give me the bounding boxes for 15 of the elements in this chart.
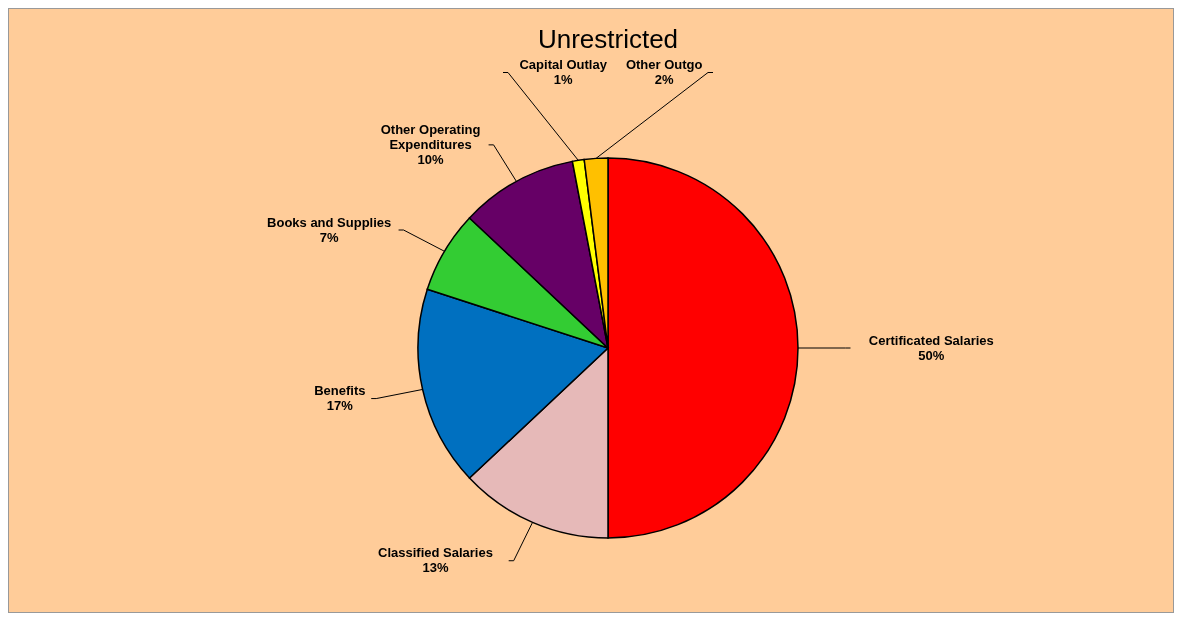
slice-label: Capital Outlay — [519, 57, 608, 72]
slice-label: Books and Supplies — [267, 214, 392, 230]
data-label: 10% — [417, 151, 445, 167]
chart-title: Unrestricted — [537, 24, 679, 54]
slice-label: Other Operating Expenditures — [380, 121, 481, 152]
slice-label: Other Outgo — [625, 57, 703, 72]
slice-label: Benefits — [314, 383, 366, 399]
data-label: 7% — [319, 229, 340, 245]
data-label: 50% — [918, 347, 945, 363]
data-label: 1% — [553, 72, 574, 87]
data-label: 2% — [654, 72, 675, 87]
legend-label: Certificated Salaries — [868, 332, 994, 348]
slice-label: Classified Salaries — [378, 545, 493, 561]
data-label: 17% — [326, 398, 354, 414]
data-label: 13% — [422, 560, 449, 576]
